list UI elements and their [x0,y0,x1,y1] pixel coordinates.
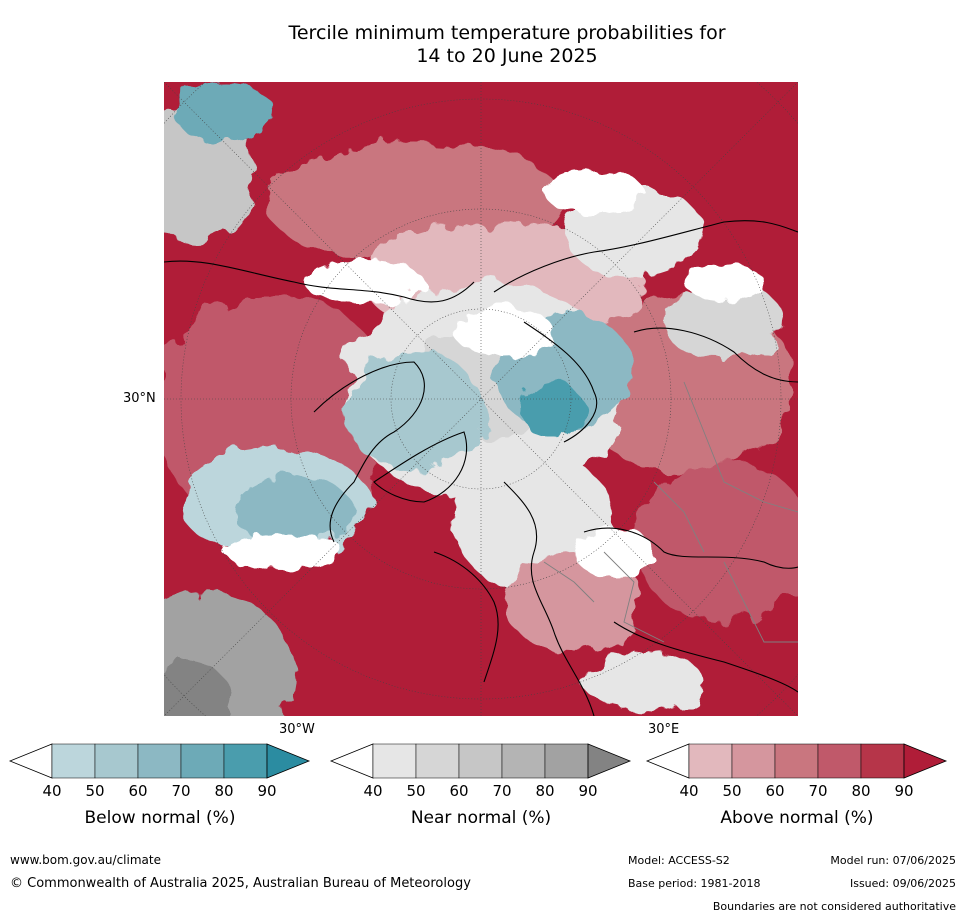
colorbar-near-normal [329,743,632,779]
colorbar-lower-extension [8,743,53,779]
colorbar-bin [544,743,589,779]
colorbar-tick-label: 70 [171,782,191,800]
probability-map [164,82,798,716]
colorbar-title-below: Below normal (%) [84,808,236,828]
colorbar-bin [180,743,225,779]
colorbar-upper-extension [903,743,948,779]
colorbar-bin [501,743,546,779]
latitude-label-30n: 30°N [123,391,156,406]
colorbar-tick-label: 90 [578,782,598,800]
title-line-1: Tercile minimum temperature probabilitie… [288,22,726,44]
colorbar-tick-label: 40 [42,782,62,800]
issued-date: Issued: 09/06/2025 [849,877,956,890]
colorbar-tick-label: 40 [363,782,383,800]
colorbar-tick-label: 90 [894,782,914,800]
longitude-label-30e: 30°E [648,722,680,737]
colorbar-bin [860,743,905,779]
colorbar-tick-label: 70 [492,782,512,800]
colorbar-bin [458,743,503,779]
colorbar-tick-label: 90 [257,782,277,800]
colorbar-lower-extension [329,743,374,779]
colorbar-bin [731,743,776,779]
colorbar-above-normal [645,743,948,779]
colorbar-tick-label: 80 [851,782,871,800]
colorbar-title-near: Near normal (%) [410,808,552,828]
coastlines [164,220,798,716]
graticule [164,82,798,716]
white-patches [224,170,764,577]
colorbar-tick-label: 70 [808,782,828,800]
colorbar-tick-label: 50 [722,782,742,800]
title-line-2: 14 to 20 June 2025 [416,45,598,67]
borders [543,381,798,643]
chart-title: Tercile minimum temperature probabilitie… [0,22,965,68]
colorbar-bin [688,743,733,779]
colorbar-bin [94,743,139,779]
colorbar-bin [51,743,96,779]
colorbar-tick-label: 50 [406,782,426,800]
model-name: Model: ACCESS-S2 [628,854,730,867]
colorbar-tick-label: 60 [449,782,469,800]
copyright-text: © Commonwealth of Australia 2025, Austra… [10,876,471,891]
colorbar-tick-label: 60 [765,782,785,800]
colorbar-bin [415,743,460,779]
model-run-date: Model run: 07/06/2025 [830,854,956,867]
colorbar-bin [223,743,268,779]
colorbar-upper-extension [587,743,632,779]
colorbar-bin [372,743,417,779]
website-link[interactable]: www.bom.gov.au/climate [10,853,161,867]
colorbar-tick-label: 60 [128,782,148,800]
colorbar-tick-label: 80 [535,782,555,800]
colorbar-lower-extension [645,743,690,779]
colorbar-title-above: Above normal (%) [720,808,874,828]
colorbar-bin [817,743,862,779]
base-period: Base period: 1981-2018 [628,877,761,890]
colorbar-tick-label: 80 [214,782,234,800]
colorbar-bin [774,743,819,779]
colorbar-tick-label: 50 [85,782,105,800]
colorbar-upper-extension [266,743,311,779]
boundaries-disclaimer: Boundaries are not considered authoritat… [712,900,956,913]
colorbar-bin [137,743,182,779]
colorbar-tick-label: 40 [679,782,699,800]
colorbar-below-normal [8,743,311,779]
map-canvas [164,82,798,716]
longitude-label-30w: 30°W [279,722,315,737]
